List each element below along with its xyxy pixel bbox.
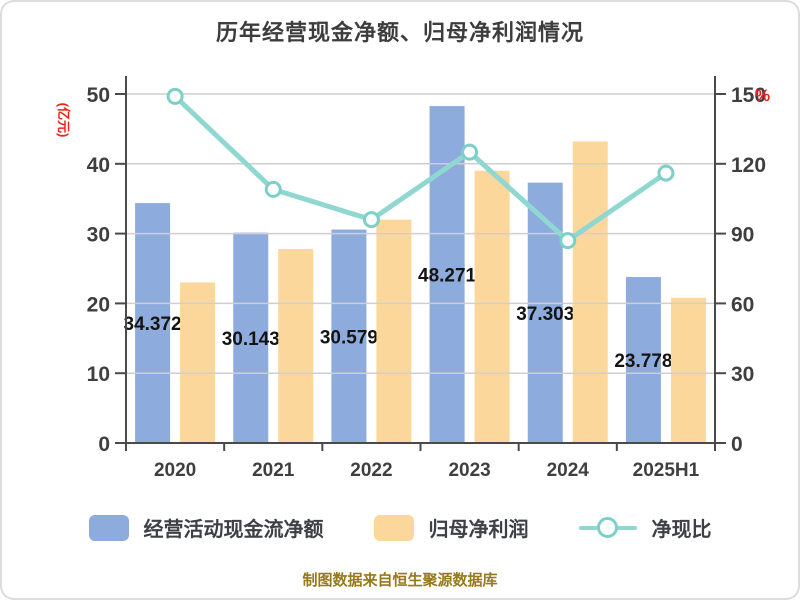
right-tick-label-90: 90 bbox=[731, 224, 754, 247]
right-axis-unit-label: % bbox=[755, 86, 770, 105]
cash-ratio-point-2022[interactable] bbox=[362, 211, 380, 229]
left-axis-unit-label: (亿元) bbox=[56, 103, 71, 138]
bar-net-profit-2022[interactable] bbox=[376, 219, 412, 443]
bar-value-label-2022: 30.579 bbox=[320, 327, 378, 348]
chart-canvas: 34.372 30.143 30.579 48.271 37.303 23.778 0 10 2… bbox=[56, 76, 770, 481]
bar-operating-cashflow-2020[interactable] bbox=[135, 203, 171, 443]
left-tick-label-10: 10 bbox=[87, 363, 110, 386]
bar-value-label-2020: 34.372 bbox=[124, 314, 182, 335]
bar-value-label-2023: 48.271 bbox=[418, 266, 477, 287]
bar-operating-cashflow-2025H1[interactable] bbox=[625, 277, 661, 443]
bar-net-profit-2021[interactable] bbox=[278, 248, 314, 443]
bar-value-label-2021: 30.143 bbox=[222, 329, 280, 350]
right-tick-label-30: 30 bbox=[731, 363, 754, 386]
left-tick-label-30: 30 bbox=[87, 224, 110, 247]
cash-ratio-line bbox=[172, 93, 669, 244]
legend-item-net-profit[interactable]: 归母净利润 bbox=[373, 513, 529, 542]
bar-net-profit-2024[interactable] bbox=[572, 141, 608, 444]
legend-label-net-profit: 归母净利润 bbox=[428, 519, 529, 541]
cash-ratio-point-2023[interactable] bbox=[461, 143, 479, 161]
legend-swatch-orange-bar bbox=[373, 514, 414, 541]
right-tick-label-60: 60 bbox=[731, 293, 754, 316]
right-tick-label-150: 150 bbox=[731, 84, 766, 107]
bar-value-label-2025H1: 23.778 bbox=[614, 351, 672, 372]
x-category-label-2022: 2022 bbox=[350, 460, 392, 481]
bar-operating-cashflow-2022[interactable] bbox=[331, 229, 367, 443]
x-category-label-2024: 2024 bbox=[547, 460, 590, 481]
right-tick-label-120: 120 bbox=[731, 154, 766, 177]
legend: 经营活动现金流净额 归母净利润 净现比 bbox=[2, 513, 798, 542]
legend-item-cash-ratio[interactable]: 净现比 bbox=[578, 513, 712, 542]
legend-label-operating-cashflow: 经营活动现金流净额 bbox=[143, 519, 324, 541]
data-source-caption: 制图数据来自恒生聚源数据库 bbox=[302, 572, 498, 589]
right-tick-label-0: 0 bbox=[731, 433, 743, 456]
cash-ratio-point-2025H1[interactable] bbox=[657, 164, 675, 182]
cash-ratio-point-2024[interactable] bbox=[559, 232, 577, 250]
x-category-label-2021: 2021 bbox=[252, 460, 295, 481]
left-tick-label-50: 50 bbox=[87, 84, 110, 107]
bar-net-profit-2020[interactable] bbox=[180, 282, 216, 443]
left-tick-label-40: 40 bbox=[87, 154, 110, 177]
x-category-label-2020: 2020 bbox=[154, 460, 196, 481]
bar-value-label-2024: 37.303 bbox=[516, 304, 574, 325]
bar-operating-cashflow-2024[interactable] bbox=[527, 182, 563, 443]
chart-title: 历年经营现金净额、归母净利润情况 bbox=[215, 20, 584, 45]
legend-label-cash-ratio: 净现比 bbox=[651, 519, 712, 541]
legend-line-marker-icon bbox=[578, 515, 637, 541]
legend-swatch-blue-bar bbox=[88, 514, 129, 541]
left-tick-label-0: 0 bbox=[98, 433, 110, 456]
left-tick-label-20: 20 bbox=[87, 293, 110, 316]
cash-ratio-point-2020[interactable] bbox=[166, 87, 184, 105]
bar-operating-cashflow-2021[interactable] bbox=[233, 232, 269, 443]
bar-net-profit-2025H1[interactable] bbox=[670, 297, 706, 443]
bar-net-profit-2023[interactable] bbox=[474, 170, 510, 443]
legend-item-operating-cashflow[interactable]: 经营活动现金流净额 bbox=[88, 513, 324, 542]
x-category-label-2023: 2023 bbox=[448, 460, 490, 481]
x-category-label-2025H1: 2025H1 bbox=[633, 460, 700, 481]
cash-ratio-point-2021[interactable] bbox=[264, 180, 282, 198]
